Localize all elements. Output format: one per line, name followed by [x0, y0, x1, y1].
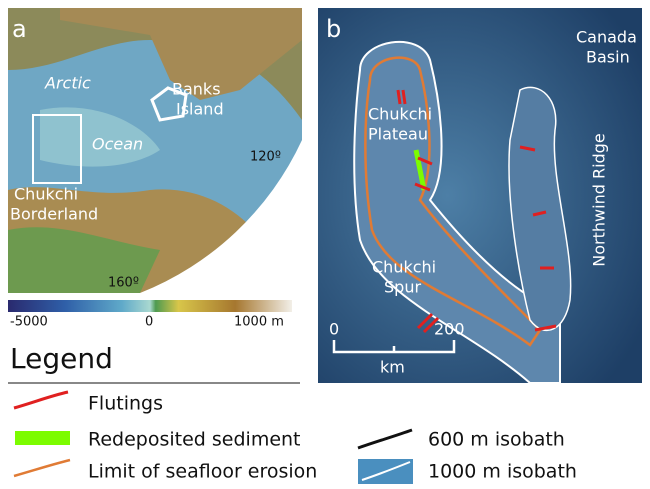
map-label: Chukchi	[14, 185, 78, 204]
map-label: Island	[176, 100, 224, 119]
colorbar-label: 0	[145, 315, 153, 330]
longitude-label: 120º	[250, 150, 281, 165]
panel-letter: b	[326, 15, 341, 43]
legend-label: 1000 m isobath	[428, 461, 577, 483]
map-label: Spur	[384, 278, 421, 297]
map-label: Chukchi	[372, 258, 436, 277]
map-label: Banks	[172, 80, 221, 99]
map-label: Canada	[576, 28, 637, 47]
panel-b: b Canada Basin Chukchi Plateau Chukchi S…	[318, 8, 642, 383]
legend-label: 600 m isobath	[428, 429, 565, 451]
colorbar-label: 1000 m	[234, 315, 284, 330]
scale-label: 0	[329, 320, 339, 339]
map-label: Northwind Ridge	[590, 133, 609, 266]
map-label: Borderland	[10, 205, 98, 224]
colorbar	[8, 300, 292, 312]
panel-letter: a	[12, 15, 27, 43]
legend-label: Redeposited sediment	[88, 429, 301, 451]
scale-label: km	[380, 358, 405, 377]
map-label: Arctic	[44, 74, 91, 93]
scale-label: 200	[434, 320, 465, 339]
map-label: Chukchi	[368, 105, 432, 124]
longitude-label: 160º	[108, 276, 139, 291]
figure: a Arctic Ocean Banks Island Chukchi Bord…	[0, 0, 650, 489]
map-label: Ocean	[92, 135, 143, 154]
map-label: Basin	[586, 48, 630, 67]
panel-a: a Arctic Ocean Banks Island Chukchi Bord…	[8, 8, 302, 293]
colorbar-label: -5000	[10, 315, 48, 330]
map-label: Plateau	[368, 125, 428, 144]
legend-title: Legend	[10, 342, 113, 375]
legend-label: Limit of seafloor erosion	[88, 461, 317, 483]
legend-label: Flutings	[88, 393, 163, 415]
